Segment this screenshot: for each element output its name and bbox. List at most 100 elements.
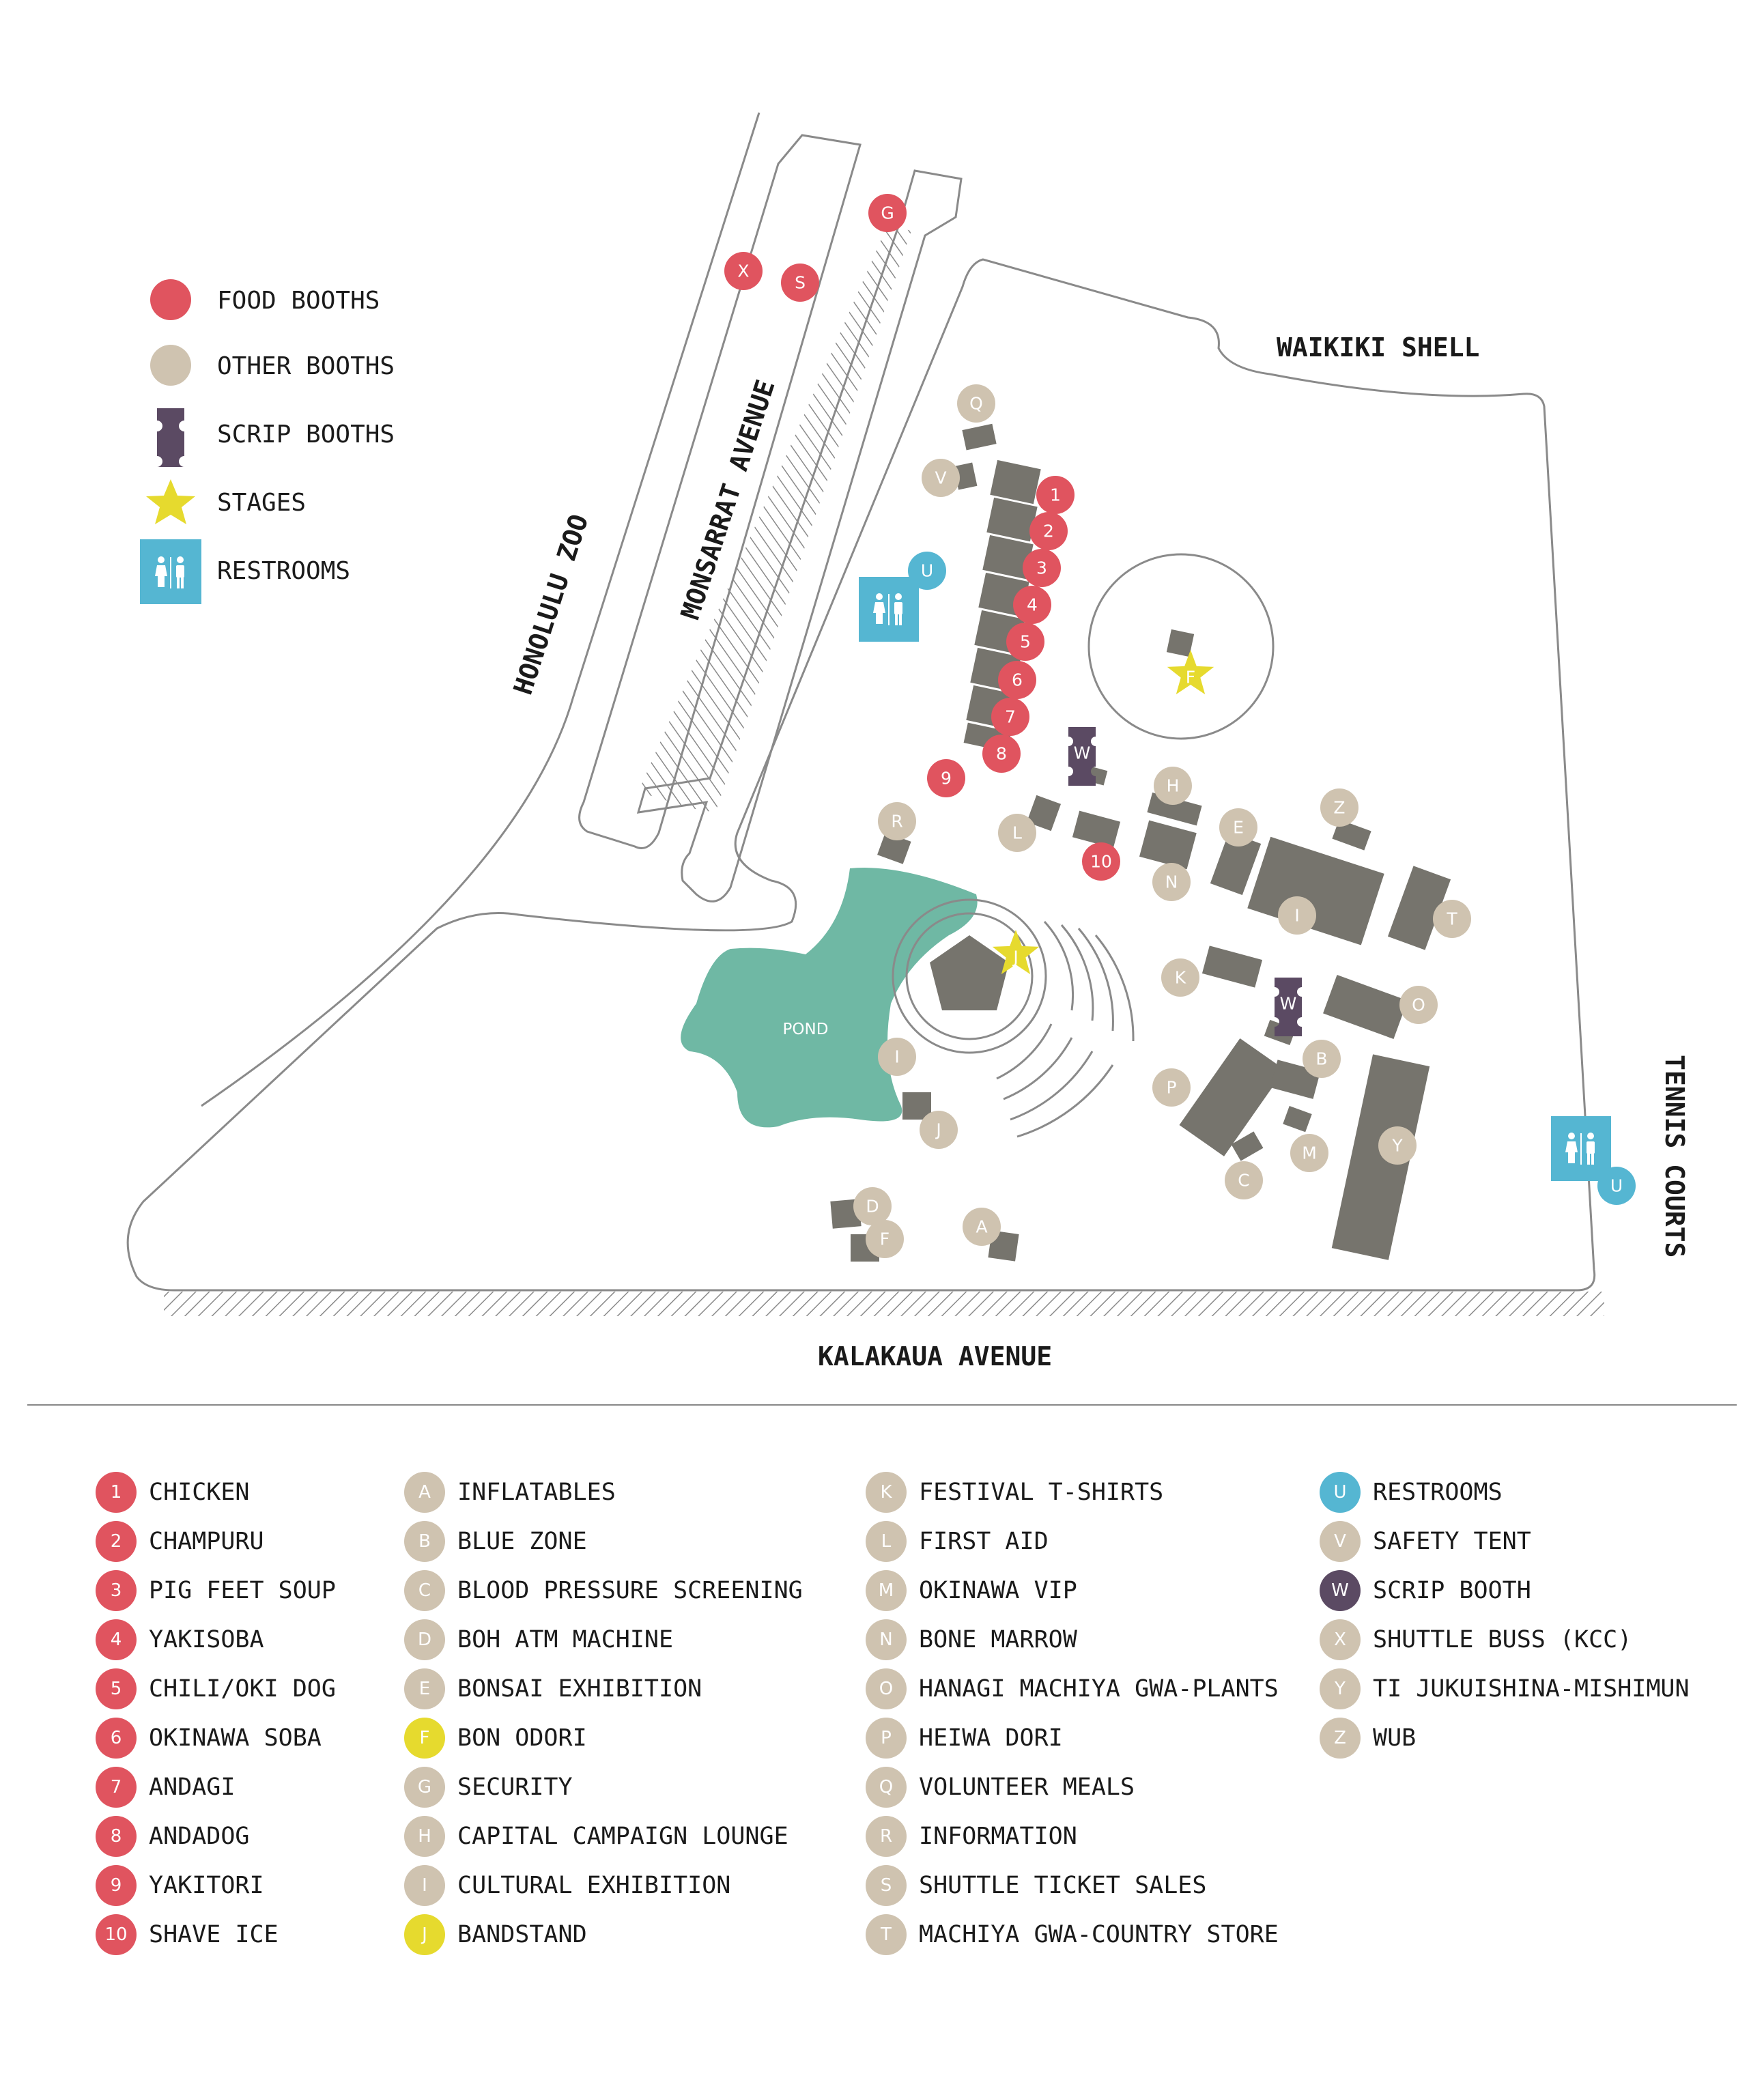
key-label: SECURITY — [457, 1774, 573, 1801]
map-marker-i[interactable]: I — [1278, 896, 1316, 935]
pond — [681, 868, 978, 1128]
map-marker-7[interactable]: 7 — [991, 698, 1029, 736]
map-marker-5[interactable]: 5 — [1006, 623, 1044, 661]
marker-circle — [868, 194, 907, 232]
map-marker-w[interactable]: W — [1068, 727, 1096, 786]
map-marker-2[interactable]: 2 — [1029, 512, 1068, 550]
map-marker-g[interactable]: G — [868, 194, 907, 232]
marker-circle — [1154, 767, 1192, 805]
map-marker-j[interactable]: J — [920, 1111, 958, 1149]
key-badge: H — [404, 1816, 445, 1857]
key-badge: B — [404, 1521, 445, 1562]
bandstand-outer — [892, 898, 1047, 1054]
map-marker-10[interactable]: 10 — [1082, 842, 1120, 881]
marker-label: R — [891, 812, 902, 831]
key-badge: 2 — [96, 1521, 137, 1562]
key-item-c: C BLOOD PRESSURE SCREENING — [404, 1566, 803, 1615]
stage-label: F — [1186, 668, 1195, 687]
restroom-west — [859, 577, 919, 642]
key-item-y: Y TI JUKUISHINA-MISHIMUN — [1320, 1664, 1690, 1713]
map-marker-s[interactable]: S — [781, 264, 819, 302]
map-marker-o[interactable]: O — [1399, 986, 1438, 1024]
marker-circle — [1303, 1040, 1341, 1078]
marker-label: Y — [1391, 1136, 1403, 1156]
marker-label: X — [737, 261, 749, 281]
key-badge: 9 — [96, 1865, 137, 1906]
map-marker-i[interactable]: I — [878, 1038, 916, 1076]
key-item-4: 4 YAKISOBA — [96, 1615, 336, 1664]
map-marker-y[interactable]: Y — [1378, 1126, 1417, 1165]
key-label: INFORMATION — [919, 1823, 1077, 1850]
stage-star-j[interactable]: J — [992, 930, 1040, 975]
map-marker-l[interactable]: L — [998, 814, 1036, 852]
marker-label: 1 — [1050, 485, 1061, 505]
map-marker-h[interactable]: H — [1154, 767, 1192, 805]
stage-star-f[interactable]: F — [1167, 650, 1214, 695]
key-item-x: X SHUTTLE BUSS (KCC) — [1320, 1615, 1690, 1664]
map-marker-u[interactable]: U — [908, 552, 946, 590]
map-marker-r[interactable]: R — [878, 802, 916, 840]
kalakaua-hatch — [164, 1292, 1604, 1316]
key-item-u: U RESTROOMS — [1320, 1468, 1690, 1517]
map-marker-v[interactable]: V — [922, 459, 960, 497]
map-marker-z[interactable]: Z — [1320, 788, 1358, 827]
key-item-v: V SAFETY TENT — [1320, 1517, 1690, 1566]
map-marker-c[interactable]: C — [1225, 1161, 1263, 1199]
key-label: OKINAWA SOBA — [149, 1724, 322, 1752]
key-badge: L — [866, 1521, 907, 1562]
map-marker-e[interactable]: E — [1219, 808, 1257, 847]
map-marker-6[interactable]: 6 — [998, 661, 1036, 699]
key-label: RESTROOMS — [1373, 1479, 1503, 1506]
map-marker-3[interactable]: 3 — [1023, 549, 1061, 587]
map-marker-q[interactable]: Q — [957, 384, 995, 423]
key-badge: K — [866, 1472, 907, 1513]
map-marker-d[interactable]: D — [853, 1187, 892, 1225]
map-marker-w[interactable]: W — [1275, 978, 1302, 1036]
map-marker-f[interactable]: F — [866, 1220, 904, 1258]
food-circle-icon — [150, 279, 191, 320]
marker-label: Q — [969, 394, 983, 414]
pond-label: POND — [783, 1021, 829, 1038]
marker-circle — [998, 814, 1036, 852]
key-label: ANDAGI — [149, 1774, 236, 1801]
map-marker-9[interactable]: 9 — [927, 759, 965, 797]
key-badge: 1 — [96, 1472, 137, 1513]
yagura — [1166, 629, 1195, 657]
key-item-9: 9 YAKITORI — [96, 1861, 336, 1910]
marker-circle — [1433, 900, 1471, 938]
map-marker-x[interactable]: X — [724, 252, 763, 290]
marker-circle — [878, 802, 916, 840]
map-marker-m[interactable]: M — [1290, 1134, 1328, 1172]
marker-label: 4 — [1027, 595, 1038, 615]
marker-circle — [853, 1187, 892, 1225]
map-marker-t[interactable]: T — [1433, 900, 1471, 938]
map-marker-a[interactable]: A — [963, 1208, 1001, 1246]
map-marker-p[interactable]: P — [1152, 1068, 1191, 1107]
marker-circle — [1278, 896, 1316, 935]
key-badge: M — [866, 1570, 907, 1611]
map-marker-k[interactable]: K — [1161, 958, 1199, 997]
monsarrat-median — [578, 134, 862, 849]
star-icon — [1167, 650, 1214, 695]
marker-label: W — [1074, 743, 1091, 763]
key-item-3: 3 PIG FEET SOUP — [96, 1566, 336, 1615]
tennis-courts-label: TENNIS COURTS — [1660, 1055, 1690, 1257]
key-label: BANDSTAND — [457, 1921, 587, 1948]
marker-label: J — [935, 1120, 941, 1140]
key-label: SHUTTLE BUSS (KCC) — [1373, 1626, 1632, 1653]
map-marker-u[interactable]: U — [1597, 1167, 1636, 1205]
key-badge: Q — [866, 1767, 907, 1808]
key-label: TI JUKUISHINA-MISHIMUN — [1373, 1675, 1690, 1703]
festival-map: P O N D — [126, 112, 1690, 1371]
marker-label: 5 — [1020, 632, 1031, 652]
legend-stage-label: STAGES — [217, 489, 306, 517]
map-marker-1[interactable]: 1 — [1036, 476, 1075, 514]
map-marker-8[interactable]: 8 — [982, 735, 1021, 773]
map-marker-4[interactable]: 4 — [1013, 586, 1051, 624]
map-marker-b[interactable]: B — [1303, 1040, 1341, 1078]
stages-layer: FJ — [992, 650, 1214, 975]
map-marker-n[interactable]: N — [1152, 863, 1191, 901]
kalakaua-avenue-label: KALAKAUA AVENUE — [818, 1341, 1052, 1371]
marker-label: A — [976, 1217, 987, 1237]
